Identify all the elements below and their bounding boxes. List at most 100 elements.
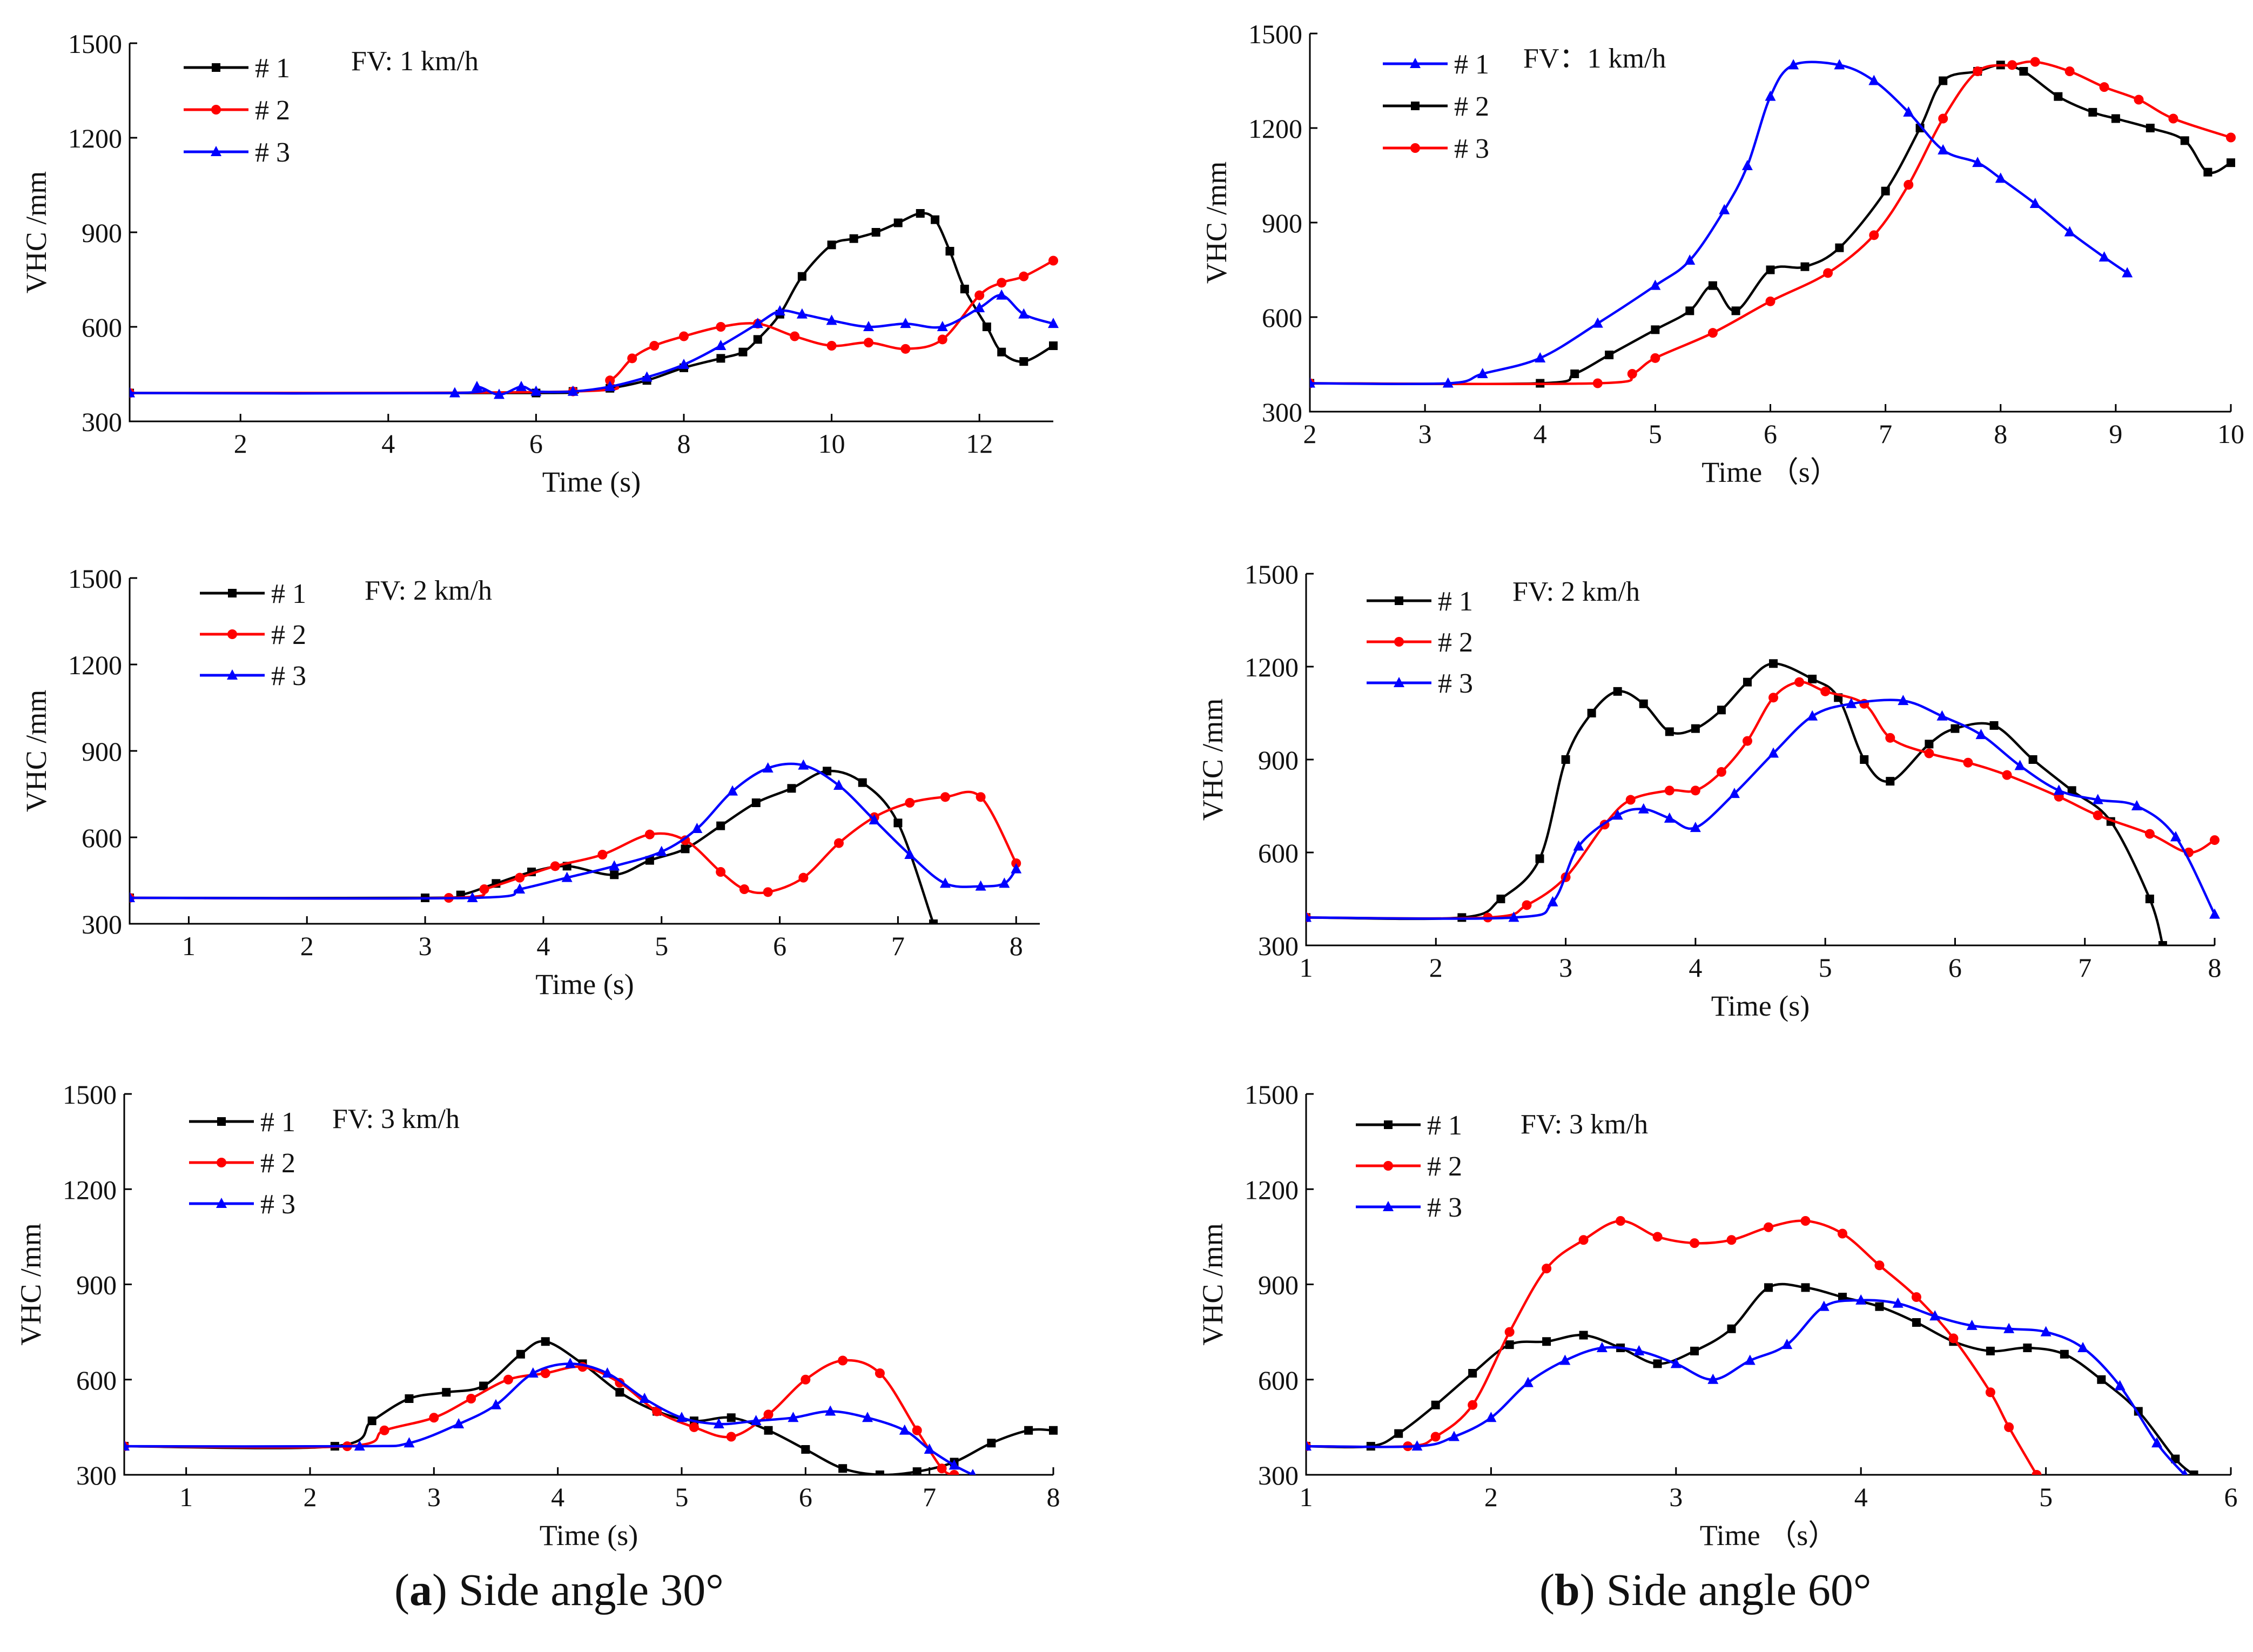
data-point (1855, 1294, 1867, 1305)
series-2 (1306, 677, 2220, 923)
legend-entry: # 1 (200, 579, 306, 609)
x-tick-label: 4 (1689, 952, 1702, 983)
data-point (904, 849, 916, 859)
data-point (753, 335, 762, 344)
series-line (1310, 61, 2128, 386)
data-point (875, 1470, 884, 1475)
legend-label: # 2 (1438, 627, 1473, 658)
x-tick-label: 6 (1948, 952, 1962, 983)
data-point (916, 209, 925, 218)
x-tick-label: 1 (1300, 952, 1313, 983)
y-tick-label: 1200 (68, 123, 122, 153)
data-point (2227, 158, 2235, 167)
caption-b-text: Side angle 60° (1595, 1565, 1872, 1615)
x-tick-label: 3 (1559, 952, 1572, 983)
data-point (494, 388, 505, 399)
series-2 (1310, 61, 2235, 388)
data-point (1535, 854, 1544, 863)
data-point (1912, 1318, 1921, 1327)
data-point (1823, 268, 1833, 278)
data-point (691, 823, 703, 833)
data-point (2029, 198, 2041, 208)
data-point (1731, 306, 1740, 315)
data-point (1768, 693, 1779, 703)
x-tick-label: 10 (818, 428, 845, 459)
y-tick-label: 300 (1258, 1460, 1299, 1490)
x-tick-label: 3 (419, 931, 432, 961)
data-point (716, 322, 726, 332)
data-point (2092, 794, 2103, 804)
series-3 (124, 1358, 976, 1475)
data-point (1522, 1376, 1534, 1387)
data-point (764, 1426, 773, 1435)
data-point (1670, 1358, 1682, 1368)
data-point (1834, 59, 1845, 70)
data-point (449, 387, 460, 398)
data-point (869, 814, 880, 824)
legend-marker (1394, 637, 1404, 647)
legend-entry: # 3 (184, 137, 290, 168)
y-tick-label: 600 (1262, 303, 1302, 333)
data-point (1716, 767, 1726, 777)
data-point (1869, 230, 1879, 240)
caption-b-letter: b (1554, 1565, 1580, 1615)
data-point (2226, 132, 2236, 143)
data-point (1690, 822, 1701, 832)
data-point (826, 341, 837, 351)
data-point (1801, 1283, 1810, 1292)
data-point (1874, 1260, 1885, 1271)
legend-label: # 1 (260, 1107, 295, 1138)
y-tick-label: 1500 (1245, 1079, 1299, 1110)
data-point (871, 228, 880, 237)
data-point (540, 1368, 550, 1378)
data-point (479, 884, 489, 894)
legend-entry: # 2 (1383, 91, 1489, 122)
y-tick-label: 900 (1258, 745, 1299, 775)
data-point (838, 1355, 848, 1366)
data-point (1542, 1337, 1551, 1346)
data-point (825, 1405, 836, 1416)
caption-a: (a) Side angle 30° (394, 1565, 724, 1615)
data-point (1650, 279, 1661, 290)
legend-label: # 2 (1427, 1151, 1462, 1182)
data-point (656, 845, 667, 856)
data-point (940, 792, 950, 802)
x-tick-label: 5 (1819, 952, 1832, 983)
data-point (1542, 1264, 1552, 1274)
data-point (1535, 352, 1546, 362)
legend-label: # 3 (1454, 133, 1489, 164)
data-point (1768, 747, 1779, 758)
data-point (679, 331, 689, 341)
data-point (1860, 755, 1869, 764)
data-point (2209, 908, 2220, 919)
legend-marker (217, 1117, 226, 1126)
data-point (1936, 710, 1948, 721)
data-point (1892, 1297, 1904, 1308)
y-tick-label: 300 (76, 1460, 117, 1490)
chart-a1: 300 600 900 1200 1500 2 4 6 8 10 12 Time (s) VHC /mm… (20, 29, 1059, 498)
data-point (2060, 1349, 2069, 1359)
data-point (949, 1470, 959, 1475)
data-point (1938, 113, 1948, 124)
legend-entry: # 2 (200, 620, 306, 650)
data-point (864, 338, 873, 348)
data-point (627, 353, 637, 364)
data-point (1885, 733, 1895, 743)
legend-label: # 3 (1427, 1192, 1462, 1223)
data-point (931, 215, 940, 224)
data-point (787, 784, 796, 793)
x-tick-label: 8 (1047, 1482, 1060, 1512)
x-tick-label: 12 (966, 428, 993, 459)
x-tick-label: 6 (2224, 1482, 2238, 1512)
data-point (1708, 281, 1717, 290)
y-tick-label: 900 (1258, 1270, 1299, 1300)
chart-b3: 300 600 900 1200 1500 1 2 3 4 5 6 Time （s） VHC /mm FV… (1196, 1079, 2238, 1552)
legend-entry: # 2 (1367, 627, 1473, 658)
data-point (652, 1406, 662, 1416)
data-point (838, 1464, 848, 1473)
data-point (1903, 106, 1914, 117)
data-point (1727, 1324, 1736, 1333)
data-point (1496, 895, 1505, 903)
data-point (2023, 1344, 2032, 1352)
legend-label: # 3 (255, 137, 290, 168)
